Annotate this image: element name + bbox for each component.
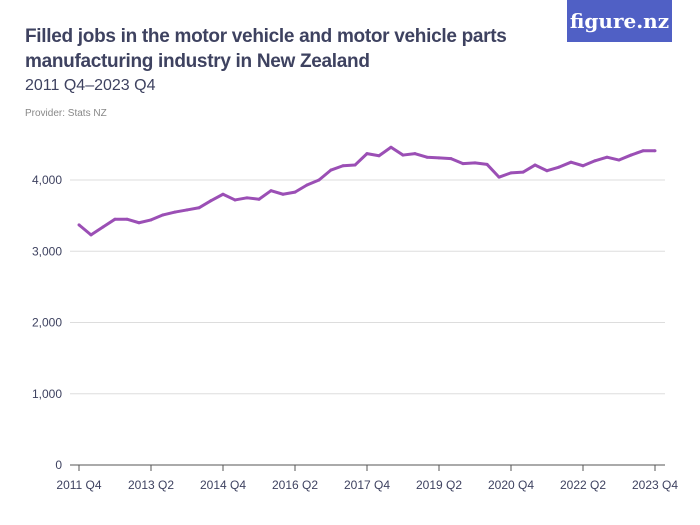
x-tick-label: 2022 Q2 [560,478,606,492]
data-point [581,164,585,168]
data-point [161,213,165,217]
data-point [449,157,453,161]
data-point [497,175,501,179]
y-tick-label: 3,000 [32,244,62,258]
x-tick-label: 2017 Q4 [344,478,390,492]
data-point [149,218,153,222]
chart-subtitle: 2011 Q4–2023 Q4 [25,77,156,94]
data-point [377,154,381,158]
x-tick-label: 2014 Q4 [200,478,246,492]
data-point [305,183,309,187]
x-tick-label: 2020 Q4 [488,478,534,492]
y-tick-label: 0 [55,458,62,472]
chart-title: Filled jobs in the motor vehicle and mot… [25,26,507,72]
data-point [293,190,297,194]
data-point [185,208,189,212]
data-point [413,152,417,156]
series-line [78,145,655,237]
data-point [125,217,129,221]
data-point [245,196,249,200]
x-tick-label: 2011 Q4 [56,478,101,492]
data-point [77,223,81,227]
data-point [233,198,237,202]
data-point [173,210,177,214]
data-point [509,171,513,175]
data-point [533,163,537,167]
data-point [209,199,213,203]
data-point [653,149,657,153]
data-point [473,161,477,165]
data-point [281,192,285,196]
data-point [197,206,201,210]
y-tick-label: 4,000 [32,173,62,187]
data-point [89,233,93,237]
data-point [365,152,369,156]
x-tick-label: 2019 Q2 [416,478,462,492]
data-point [437,156,441,160]
figure-nz-logo[interactable]: figure.nz [567,0,672,42]
x-tick-label: 2023 Q4 [632,478,678,492]
y-tick-label: 1,000 [32,387,62,401]
data-point [389,145,393,149]
data-point [629,153,633,157]
data-point [593,159,597,163]
data-point [461,162,465,166]
data-point [221,192,225,196]
data-point [557,165,561,169]
data-point [617,158,621,162]
data-point [641,149,645,153]
data-point [401,153,405,157]
data-point [485,162,489,166]
data-point [341,164,345,168]
data-point [329,168,333,172]
data-point [113,217,117,221]
data-point [353,163,357,167]
data-point [569,160,573,164]
data-point [317,178,321,182]
data-point [545,169,549,173]
y-tick-label: 2,000 [32,316,62,330]
data-point [521,170,525,174]
data-point [425,155,429,159]
data-point [269,189,273,193]
data-point [101,225,105,229]
data-point [605,155,609,159]
data-point [257,197,261,201]
x-tick-label: 2013 Q2 [128,478,174,492]
data-point [137,221,141,225]
provider-label: Provider: Stats NZ [25,108,107,119]
x-tick-label: 2016 Q2 [272,478,318,492]
